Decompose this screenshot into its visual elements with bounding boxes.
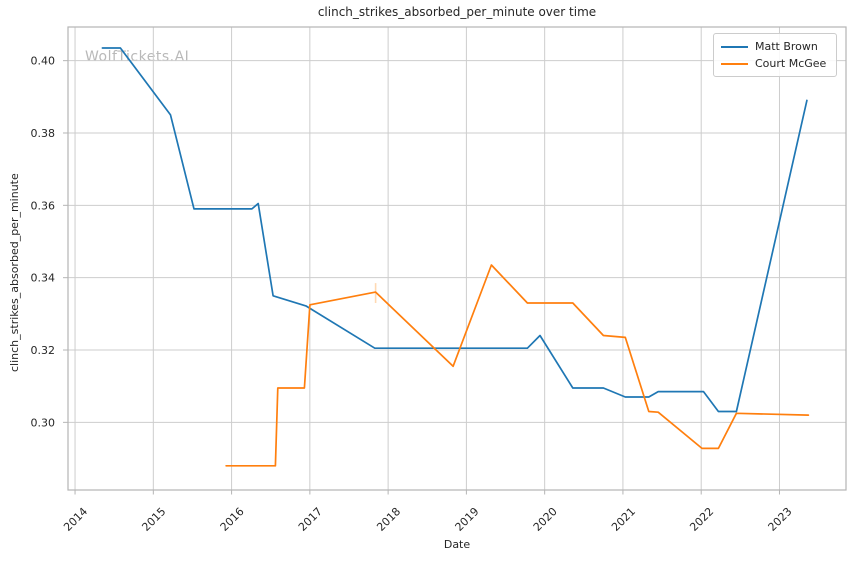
x-tick-label: 2022 (687, 505, 716, 534)
legend-entry-court-mcgee: Court McGee (721, 57, 829, 70)
series-line-court-mcgee (225, 264, 810, 467)
y-tick-label: 0.40 (31, 55, 56, 68)
x-axis-label: Date (443, 538, 471, 551)
y-tick-label: 0.32 (31, 344, 56, 357)
x-tick-label: 2023 (766, 505, 795, 534)
chart-title: clinch_strikes_absorbed_per_minute over … (317, 5, 597, 19)
legend-label-matt-brown: Matt Brown (755, 40, 818, 53)
plot-border (67, 26, 847, 491)
x-tick-label: 2019 (453, 505, 482, 534)
x-tick-label: 2018 (374, 505, 403, 534)
y-axis-label: clinch_strikes_absorbed_per_minute (8, 173, 21, 372)
legend-entry-matt-brown: Matt Brown (721, 40, 829, 53)
legend: Matt Brown Court McGee (713, 33, 837, 77)
x-tick-label: 2015 (139, 505, 168, 534)
y-tick-label: 0.38 (31, 127, 56, 140)
x-tick-label: 2014 (61, 505, 90, 534)
x-tick-label: 2021 (609, 505, 638, 534)
x-tick-label: 2020 (531, 505, 560, 534)
legend-line-swatch-court-mcgee (721, 62, 748, 65)
x-tick-label: 2016 (218, 505, 247, 534)
y-tick-label: 0.34 (31, 272, 56, 285)
y-tick-label: 0.36 (31, 199, 56, 212)
y-tick-label: 0.30 (31, 416, 56, 429)
x-tick-label: 2017 (296, 505, 325, 534)
legend-label-court-mcgee: Court McGee (755, 57, 827, 70)
series-line-matt-brown (101, 47, 808, 413)
legend-line-swatch-matt-brown (721, 45, 748, 48)
